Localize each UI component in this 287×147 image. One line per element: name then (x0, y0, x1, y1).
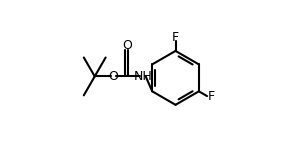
Text: O: O (109, 70, 119, 83)
Text: F: F (208, 90, 215, 103)
Text: O: O (122, 39, 132, 52)
Text: NH: NH (133, 70, 152, 83)
Text: F: F (172, 31, 179, 44)
